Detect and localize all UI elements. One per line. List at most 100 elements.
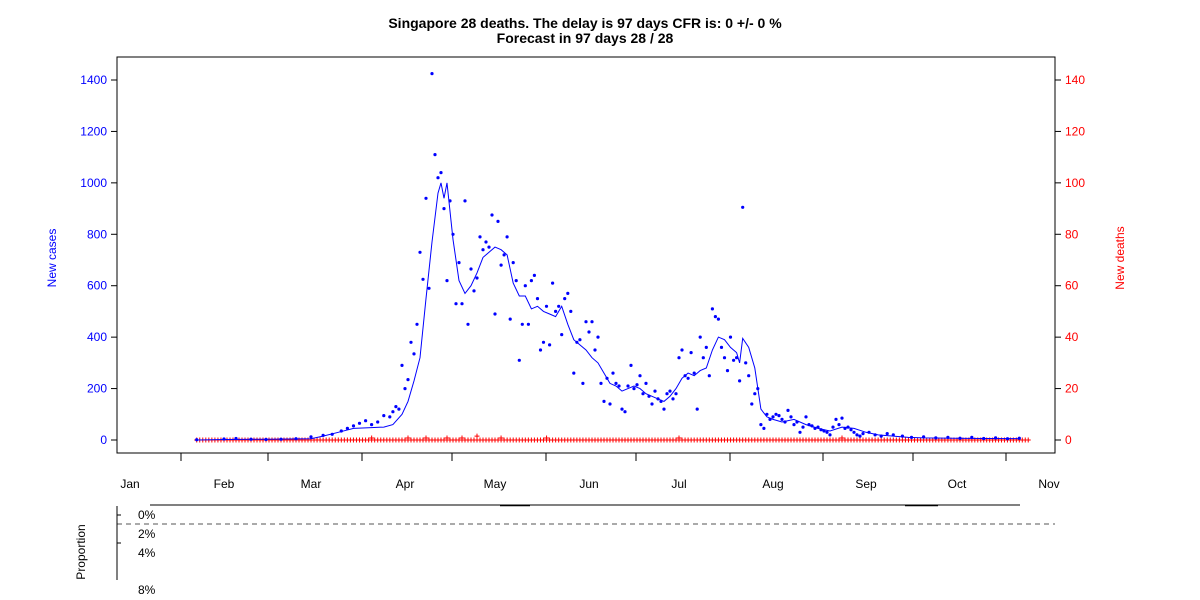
- case-point-3: [249, 437, 253, 441]
- case-point-119: [692, 371, 696, 375]
- case-point-181: [900, 434, 905, 438]
- case-point-39: [451, 232, 455, 236]
- case-point-177: [873, 433, 877, 437]
- case-point-0: [195, 438, 199, 442]
- death-point-8: [676, 435, 682, 441]
- case-point-97: [626, 384, 630, 388]
- y-tick-label-right-4: 80: [1065, 227, 1079, 241]
- y-tick-label-left-6: 1200: [80, 124, 107, 138]
- case-point-92: [611, 371, 615, 375]
- case-point-32: [430, 72, 434, 76]
- case-point-65: [529, 279, 534, 283]
- y-tick-label-right-3: 60: [1065, 279, 1079, 293]
- case-point-12: [351, 424, 356, 428]
- y-tick-label-right-7: 140: [1065, 73, 1085, 87]
- death-point-5: [474, 433, 480, 439]
- case-point-105: [650, 402, 654, 406]
- case-point-93: [614, 381, 618, 385]
- case-point-37: [445, 279, 449, 283]
- case-point-164: [828, 433, 832, 437]
- case-point-155: [801, 425, 805, 429]
- case-point-115: [680, 348, 684, 352]
- x-tick-label-feb: Feb: [214, 477, 235, 491]
- case-point-36: [442, 207, 446, 211]
- case-point-107: [656, 397, 660, 401]
- case-point-68: [538, 348, 543, 352]
- case-point-57: [505, 235, 509, 239]
- case-point-2: [234, 436, 238, 441]
- case-point-19: [391, 410, 395, 414]
- y-axis-label-left: New cases: [45, 229, 59, 288]
- case-point-110: [665, 392, 669, 396]
- case-point-153: [795, 420, 799, 424]
- proportion-tick-8: 8%: [138, 583, 156, 597]
- case-point-101: [638, 374, 642, 378]
- y-tick-label-left-0: 0: [100, 433, 107, 447]
- case-point-178: [879, 434, 883, 438]
- case-point-8: [321, 433, 325, 437]
- case-point-117: [686, 376, 690, 380]
- case-point-188: [982, 436, 986, 441]
- case-point-79: [572, 371, 576, 375]
- case-point-113: [674, 392, 678, 396]
- case-point-152: [792, 423, 796, 427]
- x-tick-label-jun: Jun: [579, 477, 598, 491]
- x-ticks: Jan Feb Mar Apr May Jun Jul Aug Sep Oct Nov: [120, 453, 1060, 491]
- case-point-144: [768, 417, 772, 421]
- y-tick-label-left-5: 1000: [80, 176, 107, 190]
- case-point-159: [813, 426, 817, 430]
- case-point-146: [774, 412, 778, 416]
- case-point-77: [566, 291, 570, 295]
- case-point-96: [623, 410, 627, 414]
- case-point-109: [662, 407, 666, 411]
- case-point-18: [388, 415, 392, 419]
- case-point-100: [635, 383, 639, 387]
- case-point-55: [499, 263, 503, 267]
- case-point-58: [508, 317, 512, 321]
- case-point-61: [517, 358, 521, 362]
- case-point-165: [831, 425, 835, 429]
- case-point-138: [750, 402, 754, 406]
- case-point-4: [264, 437, 268, 442]
- case-point-187: [970, 435, 974, 439]
- case-point-52: [490, 213, 494, 217]
- case-point-106: [653, 389, 657, 393]
- x-tick-label-jan: Jan: [120, 477, 139, 491]
- case-point-158: [810, 424, 814, 428]
- case-point-48: [478, 235, 482, 239]
- case-point-14: [364, 419, 368, 423]
- case-point-17: [382, 414, 386, 418]
- death-point-6: [498, 435, 504, 441]
- case-point-69: [541, 340, 546, 344]
- case-point-87: [596, 335, 600, 339]
- case-point-167: [837, 423, 841, 427]
- case-point-75: [560, 333, 564, 337]
- case-point-176: [867, 430, 871, 434]
- case-point-163: [825, 430, 829, 434]
- y-ticks-right: 0 20 40 60 80 100 120 140: [1055, 73, 1085, 447]
- case-point-60: [514, 279, 518, 283]
- x-tick-label-sep: Sep: [855, 477, 877, 491]
- case-point-151: [789, 415, 793, 419]
- case-point-43: [463, 199, 467, 203]
- case-point-135: [741, 205, 745, 209]
- case-point-16: [376, 420, 380, 424]
- case-point-82: [581, 381, 585, 385]
- case-point-186: [958, 436, 962, 440]
- case-point-31: [427, 286, 431, 290]
- case-point-49: [481, 248, 485, 252]
- case-point-102: [641, 392, 645, 396]
- case-point-66: [532, 273, 537, 277]
- case-point-123: [704, 345, 708, 349]
- y-tick-label-left-2: 400: [87, 330, 107, 344]
- case-point-51: [487, 245, 491, 249]
- death-point-7: [544, 435, 550, 441]
- case-point-154: [798, 430, 802, 434]
- y-tick-label-left-1: 200: [87, 382, 107, 396]
- case-point-169: [843, 426, 847, 430]
- case-point-156: [804, 415, 808, 419]
- case-point-173: [855, 433, 859, 437]
- case-point-15: [370, 423, 374, 427]
- case-point-42: [460, 302, 464, 306]
